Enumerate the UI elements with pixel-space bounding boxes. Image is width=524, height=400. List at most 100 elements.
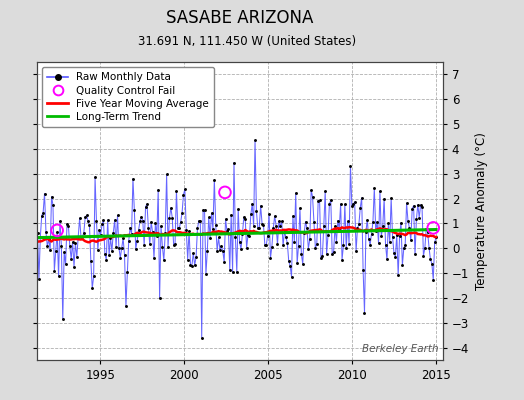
Point: [219, 248, 227, 254]
Point: [127, 230, 136, 237]
Point: [179, 192, 188, 198]
Point: [405, 225, 413, 231]
Point: [54, 273, 63, 280]
Point: [90, 273, 98, 280]
Point: [220, 258, 228, 265]
Point: [291, 190, 300, 196]
Point: [214, 234, 223, 241]
Point: [317, 255, 325, 262]
Point: [293, 260, 301, 266]
Point: [245, 233, 254, 239]
Point: [88, 285, 96, 292]
Point: [270, 213, 279, 219]
Point: [285, 258, 293, 264]
Point: [268, 244, 276, 250]
Point: [286, 263, 294, 269]
Point: [71, 240, 80, 246]
Point: [81, 214, 90, 220]
Point: [226, 266, 234, 273]
Point: [43, 243, 51, 250]
Point: [92, 218, 101, 224]
Point: [182, 227, 190, 233]
Point: [143, 201, 151, 207]
Point: [46, 246, 54, 253]
Point: [388, 234, 397, 240]
Point: [187, 262, 195, 268]
Point: [326, 197, 335, 204]
Point: [157, 223, 165, 229]
Point: [239, 214, 248, 220]
Point: [321, 188, 330, 194]
Point: [73, 254, 81, 260]
Point: [431, 239, 439, 246]
Point: [185, 227, 193, 234]
Point: [112, 244, 121, 250]
Point: [418, 204, 426, 210]
Point: [85, 222, 94, 228]
Point: [314, 197, 322, 204]
Point: [404, 218, 412, 224]
Point: [357, 194, 366, 201]
Point: [168, 214, 177, 221]
Point: [305, 236, 314, 242]
Point: [221, 189, 229, 196]
Point: [315, 197, 324, 204]
Point: [95, 227, 103, 233]
Point: [75, 215, 84, 221]
Point: [138, 218, 147, 224]
Point: [94, 246, 102, 253]
Point: [255, 225, 264, 231]
Point: [70, 263, 78, 270]
Point: [121, 252, 129, 258]
Point: [363, 216, 372, 223]
Point: [137, 214, 146, 220]
Point: [351, 199, 359, 205]
Point: [98, 221, 106, 228]
Point: [429, 225, 438, 231]
Point: [192, 253, 200, 260]
Point: [115, 245, 123, 251]
Title: SASABE ARIZONA: SASABE ARIZONA: [166, 9, 313, 27]
Point: [355, 221, 363, 228]
Point: [287, 274, 296, 280]
Point: [331, 223, 339, 230]
Point: [366, 242, 374, 248]
Point: [213, 248, 221, 254]
Point: [141, 204, 150, 210]
Point: [238, 231, 247, 238]
Point: [400, 245, 408, 252]
Point: [274, 241, 282, 248]
Text: 31.691 N, 111.450 W (United States): 31.691 N, 111.450 W (United States): [138, 36, 356, 48]
Point: [123, 269, 132, 276]
Point: [206, 234, 214, 241]
Point: [172, 188, 181, 194]
Point: [380, 196, 388, 202]
Point: [304, 246, 312, 252]
Point: [398, 262, 407, 268]
Point: [101, 251, 109, 257]
Point: [401, 242, 409, 248]
Point: [199, 207, 208, 214]
Point: [378, 223, 387, 230]
Point: [77, 234, 85, 240]
Point: [156, 295, 164, 301]
Point: [429, 276, 438, 283]
Point: [63, 221, 71, 227]
Point: [283, 240, 291, 246]
Point: [53, 228, 61, 235]
Point: [42, 228, 50, 235]
Point: [61, 261, 70, 268]
Point: [275, 218, 283, 224]
Point: [336, 201, 345, 207]
Point: [69, 239, 77, 245]
Point: [322, 251, 331, 258]
Point: [361, 310, 369, 316]
Point: [38, 212, 46, 219]
Point: [396, 233, 404, 240]
Point: [129, 176, 137, 182]
Point: [147, 219, 156, 225]
Point: [160, 257, 168, 264]
Point: [181, 186, 189, 192]
Point: [183, 256, 192, 263]
Point: [386, 238, 394, 245]
